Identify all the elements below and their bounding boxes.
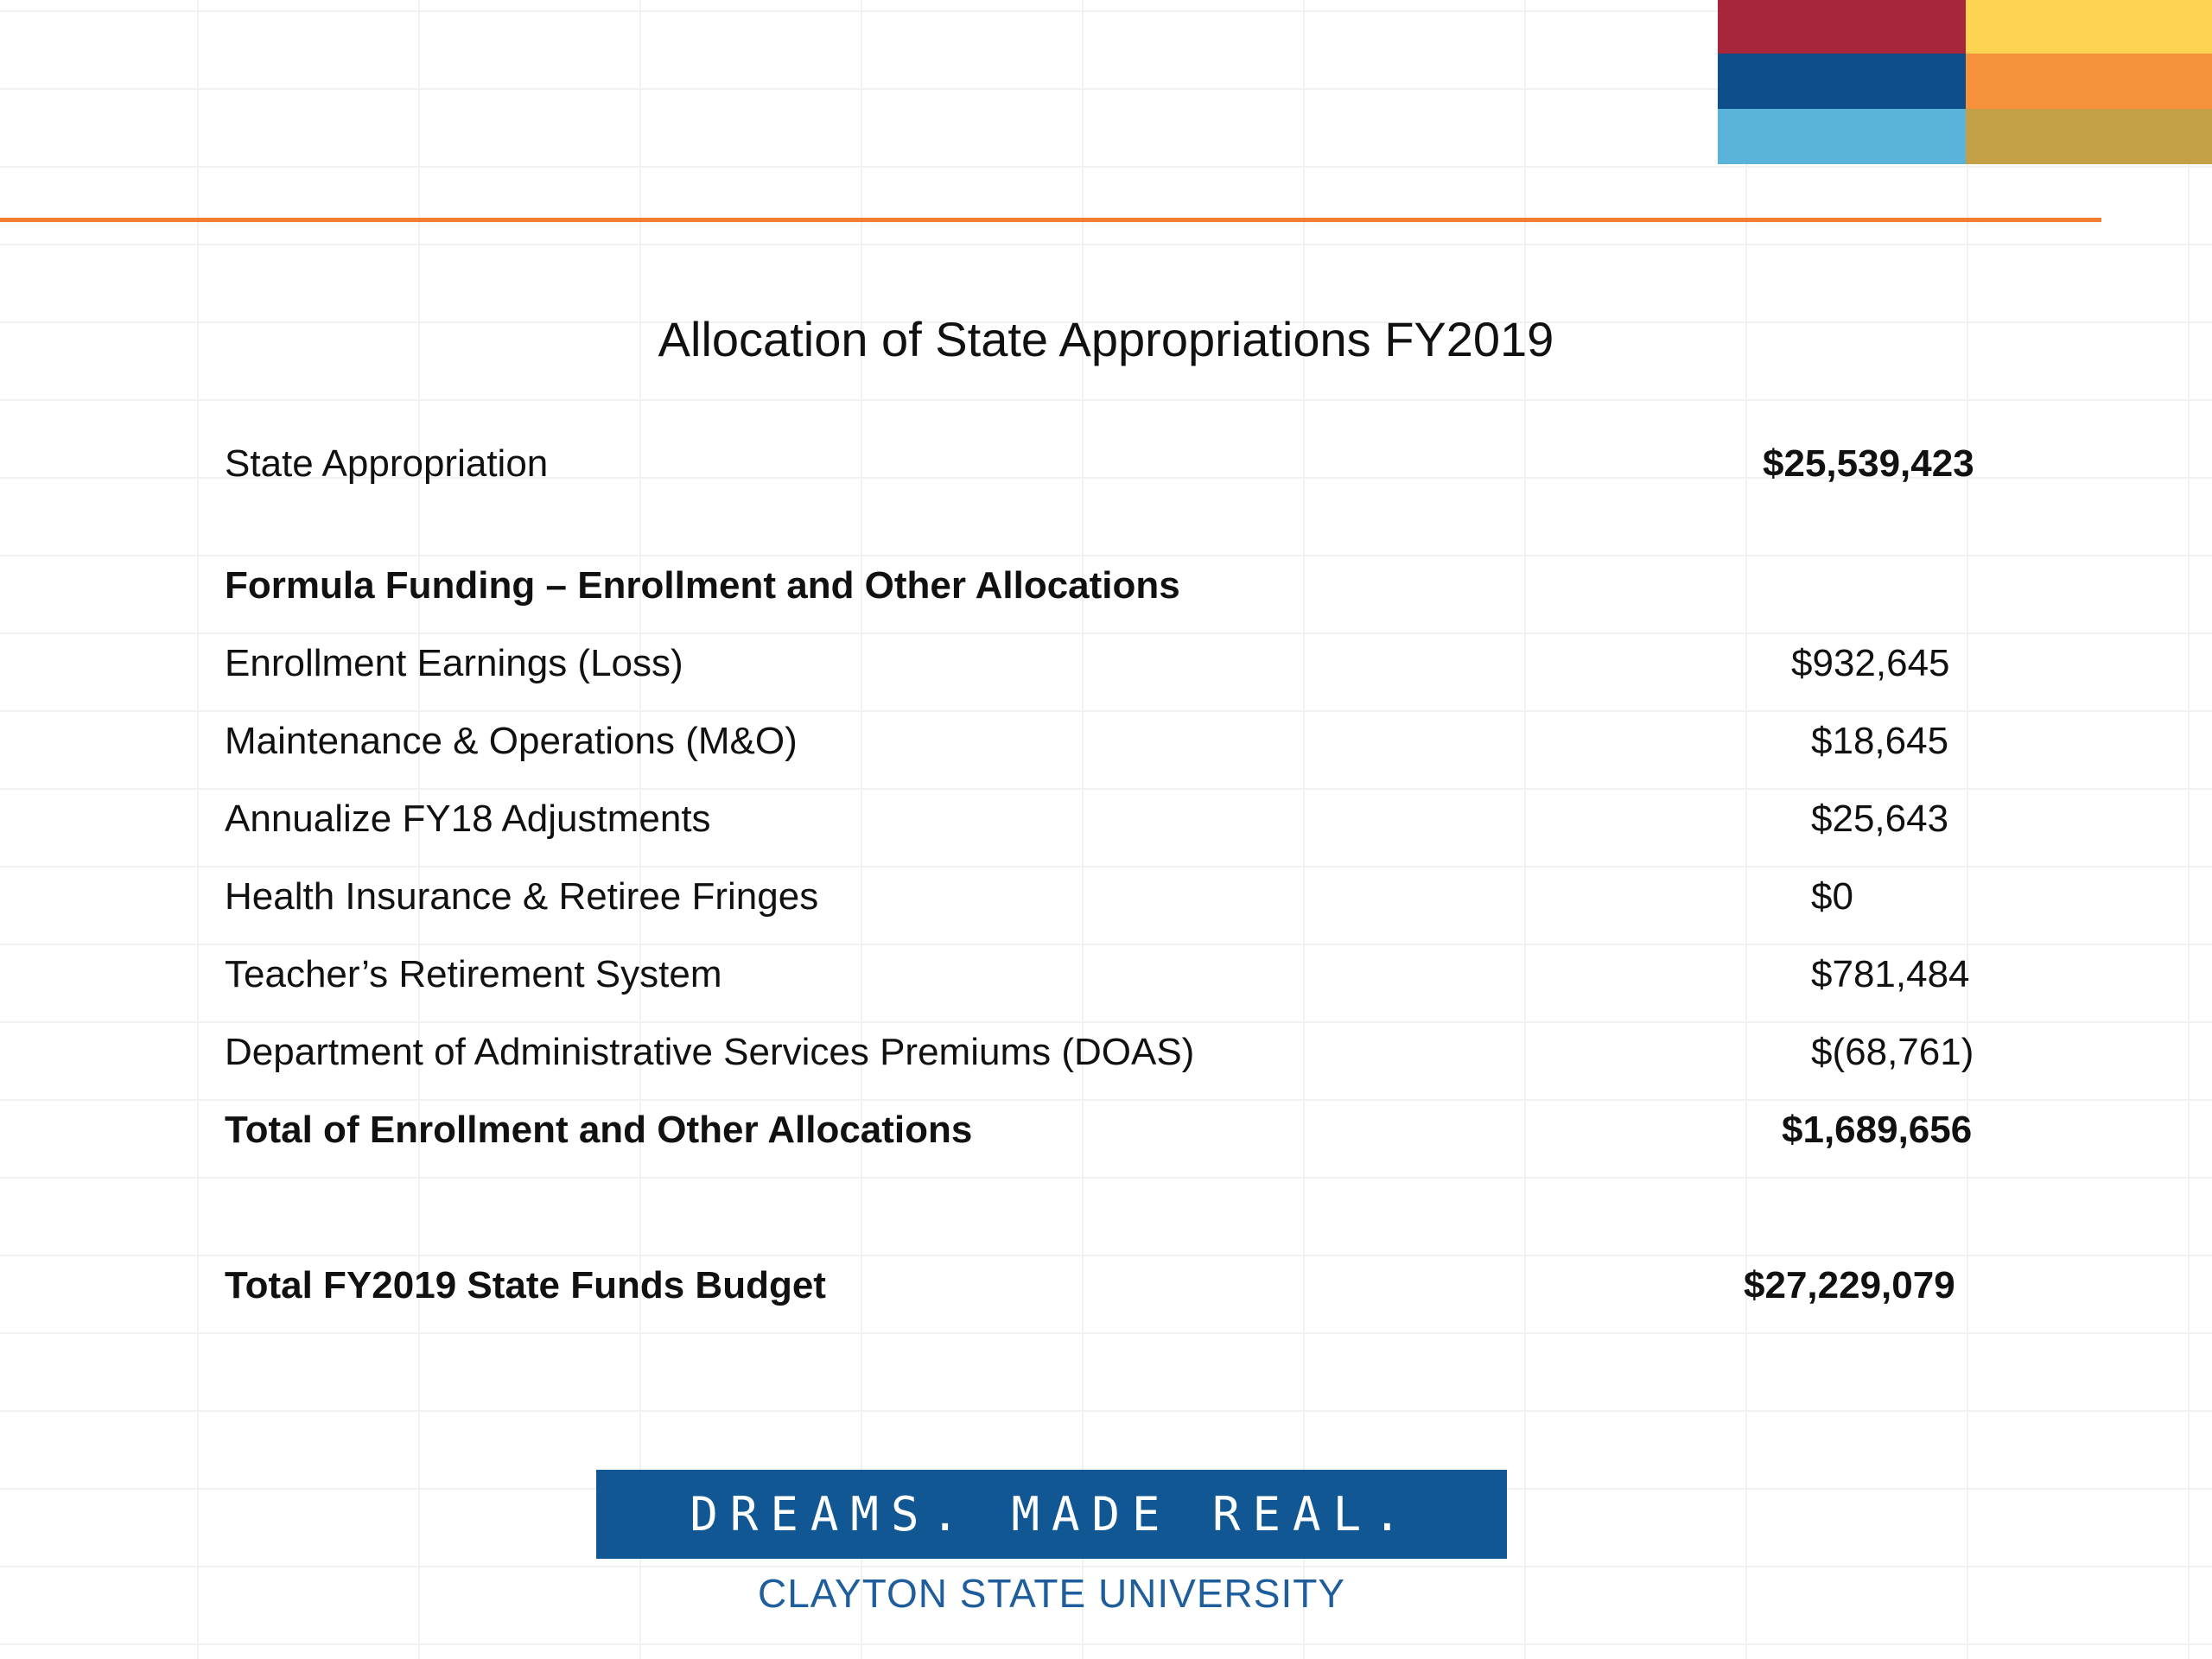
table-row: Maintenance & Operations (M&O) $18,645 bbox=[225, 715, 1996, 767]
table-row: Teacher’s Retirement System $781,484 bbox=[225, 949, 1996, 1001]
brand-tagline-banner: DREAMS. MADE REAL. bbox=[596, 1470, 1507, 1559]
color-swatch bbox=[1966, 0, 2212, 54]
color-swatch bbox=[1718, 109, 1966, 164]
row-label: Maintenance & Operations (M&O) bbox=[225, 720, 798, 762]
color-swatch bbox=[1966, 109, 2212, 164]
subtotal-row: Total of Enrollment and Other Allocation… bbox=[225, 1104, 1996, 1156]
row-amount: $18,645 bbox=[1811, 720, 1949, 762]
section-heading: Formula Funding – Enrollment and Other A… bbox=[225, 564, 1180, 607]
row-amount: $27,229,079 bbox=[1744, 1264, 1955, 1306]
row-label: Annualize FY18 Adjustments bbox=[225, 798, 711, 840]
grand-total-row: Total FY2019 State Funds Budget $27,229,… bbox=[225, 1260, 1996, 1312]
table-row: Enrollment Earnings (Loss) $932,645 bbox=[225, 638, 1996, 690]
row-label: Teacher’s Retirement System bbox=[225, 953, 722, 995]
row-label: Total FY2019 State Funds Budget bbox=[225, 1264, 826, 1306]
row-label: Enrollment Earnings (Loss) bbox=[225, 642, 683, 684]
table-row: Health Insurance & Retiree Fringes $0 bbox=[225, 871, 1996, 923]
row-amount: $(68,761) bbox=[1811, 1031, 1974, 1073]
section-heading-row: Formula Funding – Enrollment and Other A… bbox=[225, 560, 1996, 612]
header-divider bbox=[0, 218, 2101, 222]
decorative-color-block bbox=[1718, 0, 2212, 164]
slide-title: Allocation of State Appropriations FY201… bbox=[658, 312, 1554, 366]
color-swatch bbox=[1718, 54, 1966, 109]
row-label: Department of Administrative Services Pr… bbox=[225, 1031, 1195, 1073]
row-label: State Appropriation bbox=[225, 442, 549, 485]
row-amount: $25,539,423 bbox=[1763, 442, 1974, 485]
row-amount: $0 bbox=[1811, 875, 1853, 918]
table-row: Annualize FY18 Adjustments $25,643 bbox=[225, 793, 1996, 845]
color-swatch bbox=[1966, 54, 2212, 109]
row-amount: $1,689,656 bbox=[1782, 1109, 1973, 1151]
row-label: Total of Enrollment and Other Allocation… bbox=[225, 1109, 973, 1151]
university-name: CLAYTON STATE UNIVERSITY bbox=[757, 1571, 1346, 1616]
table-row: Department of Administrative Services Pr… bbox=[225, 1027, 1996, 1078]
row-amount: $781,484 bbox=[1811, 953, 1970, 995]
table-row: State Appropriation $25,539,423 bbox=[225, 438, 1996, 490]
row-amount: $932,645 bbox=[1791, 642, 1950, 684]
row-label: Health Insurance & Retiree Fringes bbox=[225, 875, 819, 918]
row-amount: $25,643 bbox=[1811, 798, 1949, 840]
color-swatch bbox=[1718, 0, 1966, 54]
